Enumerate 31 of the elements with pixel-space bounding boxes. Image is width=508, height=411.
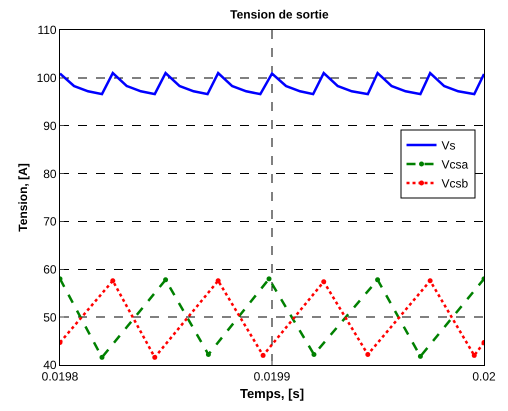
y-tick-label: 110	[37, 23, 57, 38]
legend-label: Vs	[442, 138, 456, 153]
point	[472, 352, 477, 358]
legend-label: Vcsb	[442, 176, 469, 191]
point	[206, 352, 211, 357]
y-tick-label: 90	[43, 118, 57, 133]
point	[260, 352, 266, 358]
point	[321, 279, 326, 284]
point	[163, 277, 168, 282]
x-tick-label: 0.02	[472, 369, 496, 384]
point	[365, 352, 370, 357]
point	[428, 278, 433, 284]
chart-title: Tension de sortie	[230, 8, 329, 22]
point	[99, 354, 104, 360]
point	[216, 278, 221, 284]
x-tick-label: 0.0199	[254, 369, 291, 384]
y-tick-label: 80	[43, 166, 57, 181]
point	[311, 352, 316, 357]
y-tick-label: 70	[43, 214, 57, 229]
y-tick-label: 50	[43, 310, 57, 324]
point	[375, 277, 380, 282]
y-tick-label: 100	[36, 71, 57, 86]
line-series	[60, 72, 484, 96]
legend-label: Vcsa	[442, 158, 469, 172]
y-tick-label: 60	[43, 262, 57, 276]
x-axis-title: Temps, [s]	[240, 386, 304, 401]
y-axis-title: Tension, [A]	[16, 163, 30, 232]
point	[266, 276, 272, 282]
point	[152, 354, 158, 360]
point	[110, 278, 116, 284]
point	[418, 354, 423, 359]
